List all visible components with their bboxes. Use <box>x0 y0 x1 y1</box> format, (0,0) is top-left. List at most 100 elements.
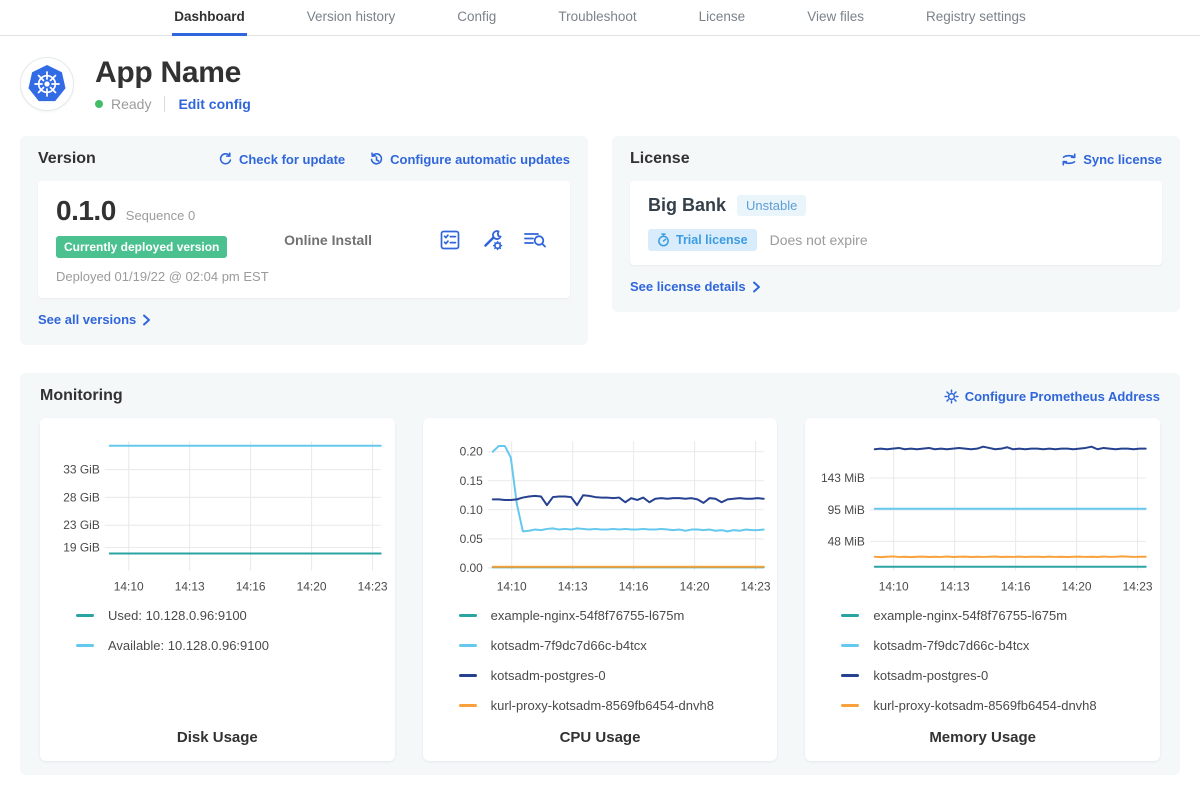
legend-item[interactable]: kotsadm-postgres-0 <box>459 668 770 683</box>
svg-text:14:23: 14:23 <box>740 580 770 594</box>
configure-automatic-updates-button[interactable]: Configure automatic updates <box>369 152 570 167</box>
legend-label: kotsadm-7f9dc7d66c-b4tcx <box>873 638 1029 653</box>
legend-item[interactable]: kurl-proxy-kotsadm-8569fb6454-dnvh8 <box>841 698 1152 713</box>
app-avatar <box>20 57 74 111</box>
legend-label: example-nginx-54f8f76755-l675m <box>491 608 685 623</box>
sync-license-button[interactable]: Sync license <box>1061 152 1162 167</box>
svg-text:14:13: 14:13 <box>940 580 970 594</box>
edit-config-link[interactable]: Edit config <box>178 96 250 112</box>
legend-item[interactable]: kotsadm-7f9dc7d66c-b4tcx <box>459 638 770 653</box>
legend-label: kurl-proxy-kotsadm-8569fb6454-dnvh8 <box>873 698 1096 713</box>
svg-text:0.00: 0.00 <box>459 561 483 575</box>
legend-swatch <box>459 704 477 707</box>
svg-text:14:16: 14:16 <box>618 580 648 594</box>
legend-item[interactable]: Available: 10.128.0.96:9100 <box>76 638 387 653</box>
svg-text:14:10: 14:10 <box>496 580 526 594</box>
disk-usage-legend: Used: 10.128.0.96:9100 Available: 10.128.… <box>76 608 387 653</box>
legend-swatch <box>841 614 859 617</box>
svg-text:0.05: 0.05 <box>459 532 483 546</box>
see-all-versions-link[interactable]: See all versions <box>38 312 151 327</box>
tab-view-files[interactable]: View files <box>805 0 866 36</box>
disk-usage-chart-title: Disk Usage <box>48 713 387 761</box>
svg-text:14:16: 14:16 <box>1001 580 1031 594</box>
legend-label: kotsadm-7f9dc7d66c-b4tcx <box>491 638 647 653</box>
svg-text:143 MiB: 143 MiB <box>821 471 865 485</box>
version-card: Version Check for update <box>20 136 588 345</box>
sequence-label: Sequence 0 <box>126 208 195 223</box>
chevron-right-icon <box>142 314 151 326</box>
version-card-title: Version <box>38 150 96 168</box>
log-search-icon <box>522 228 548 252</box>
svg-text:33 GiB: 33 GiB <box>63 463 100 477</box>
page-title: App Name <box>95 56 251 89</box>
legend-label: Available: 10.128.0.96:9100 <box>108 638 269 653</box>
view-logs-icon-button[interactable] <box>522 228 548 252</box>
tab-version-history[interactable]: Version history <box>305 0 398 36</box>
svg-text:14:13: 14:13 <box>175 580 205 594</box>
check-for-update-button[interactable]: Check for update <box>218 152 345 167</box>
legend-label: kotsadm-postgres-0 <box>873 668 988 683</box>
sync-arrows-icon <box>1061 153 1077 166</box>
svg-text:14:23: 14:23 <box>358 580 388 594</box>
legend-item[interactable]: kotsadm-postgres-0 <box>841 668 1152 683</box>
svg-text:14:10: 14:10 <box>114 580 144 594</box>
svg-text:14:16: 14:16 <box>236 580 266 594</box>
cpu-usage-legend: example-nginx-54f8f76755-l675m kotsadm-7f… <box>459 608 770 713</box>
page-content: App Name Ready Edit config Version <box>0 36 1200 785</box>
svg-text:14:13: 14:13 <box>557 580 587 594</box>
channel-badge: Unstable <box>737 195 806 216</box>
legend-item[interactable]: kurl-proxy-kotsadm-8569fb6454-dnvh8 <box>459 698 770 713</box>
legend-swatch <box>459 674 477 677</box>
preflight-checks-icon-button[interactable] <box>438 228 462 252</box>
legend-item[interactable]: Used: 10.128.0.96:9100 <box>76 608 387 623</box>
legend-swatch <box>459 614 477 617</box>
cpu-usage-chart: 0.000.050.100.150.2014:1014:1314:1614:20… <box>431 430 770 600</box>
refresh-icon <box>218 152 233 167</box>
svg-text:14:20: 14:20 <box>679 580 709 594</box>
license-summary-row: Big Bank Unstable Trial license Does not… <box>630 181 1162 265</box>
install-type-label: Online Install <box>284 232 438 248</box>
stopwatch-icon <box>657 233 670 247</box>
clock-update-icon <box>369 152 384 167</box>
legend-item[interactable]: kotsadm-7f9dc7d66c-b4tcx <box>841 638 1152 653</box>
legend-label: Used: 10.128.0.96:9100 <box>108 608 247 623</box>
current-version-row: 0.1.0 Sequence 0 Currently deployed vers… <box>38 181 570 298</box>
svg-text:48 MiB: 48 MiB <box>828 534 865 548</box>
edit-config-icon-button[interactable] <box>480 228 504 252</box>
legend-item[interactable]: example-nginx-54f8f76755-l675m <box>841 608 1152 623</box>
license-expiry-text: Does not expire <box>770 232 868 248</box>
tab-config[interactable]: Config <box>455 0 498 36</box>
kubernetes-logo-icon <box>27 64 67 104</box>
configure-prometheus-button[interactable]: Configure Prometheus Address <box>944 389 1160 404</box>
trial-license-badge: Trial license <box>648 229 757 251</box>
deployed-timestamp: Deployed 01/19/22 @ 02:04 pm EST <box>56 269 284 284</box>
memory-usage-legend: example-nginx-54f8f76755-l675m kotsadm-7f… <box>841 608 1152 713</box>
memory-usage-chart: 48 MiB95 MiB143 MiB14:1014:1314:1614:201… <box>813 430 1152 600</box>
legend-item[interactable]: example-nginx-54f8f76755-l675m <box>459 608 770 623</box>
ready-status-dot <box>95 100 103 108</box>
license-card-title: License <box>630 150 690 168</box>
version-number: 0.1.0 <box>56 195 116 227</box>
svg-text:0.20: 0.20 <box>459 445 483 459</box>
divider <box>164 96 165 112</box>
chevron-right-icon <box>752 281 761 293</box>
svg-text:14:20: 14:20 <box>297 580 327 594</box>
cpu-usage-chart-card: 0.000.050.100.150.2014:1014:1314:1614:20… <box>423 418 778 761</box>
gear-icon <box>944 389 959 404</box>
tab-license[interactable]: License <box>697 0 748 36</box>
top-nav: Dashboard Version history Config Troublesho… <box>0 0 1200 36</box>
tab-dashboard[interactable]: Dashboard <box>172 0 247 36</box>
disk-usage-chart: 19 GiB23 GiB28 GiB33 GiB14:1014:1314:161… <box>48 430 387 600</box>
legend-swatch <box>76 614 94 617</box>
svg-text:14:23: 14:23 <box>1123 580 1153 594</box>
legend-label: kotsadm-postgres-0 <box>491 668 606 683</box>
tab-registry-settings[interactable]: Registry settings <box>924 0 1028 36</box>
app-header: App Name Ready Edit config <box>20 56 1180 112</box>
currently-deployed-badge: Currently deployed version <box>56 236 227 258</box>
svg-text:28 GiB: 28 GiB <box>63 490 100 504</box>
legend-swatch <box>841 644 859 647</box>
tab-troubleshoot[interactable]: Troubleshoot <box>556 0 638 36</box>
legend-swatch <box>459 644 477 647</box>
see-license-details-link[interactable]: See license details <box>630 279 761 294</box>
cpu-usage-chart-title: CPU Usage <box>431 713 770 761</box>
